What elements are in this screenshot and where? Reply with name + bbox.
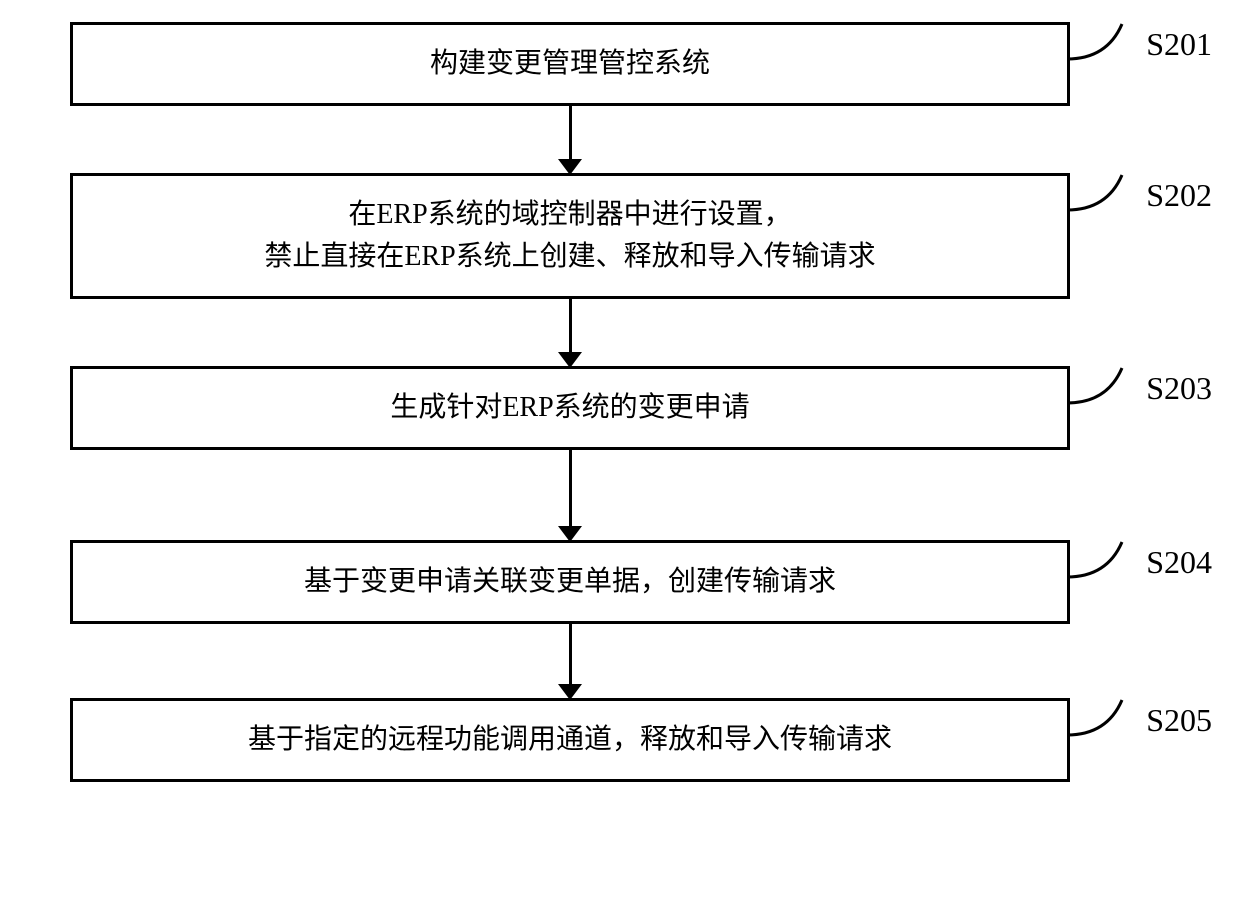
flowchart-step-2: 在ERP系统的域控制器中进行设置， 禁止直接在ERP系统上创建、释放和导入传输请… [70, 173, 1070, 299]
connector-1 [70, 106, 1070, 161]
step-label: S203 [1146, 364, 1212, 412]
step-text-line2: 禁止直接在ERP系统上创建、释放和导入传输请求 [264, 236, 875, 278]
connector-line [569, 624, 572, 686]
connector-line [569, 106, 572, 161]
label-connector-curve [1067, 170, 1137, 215]
flowchart-step-4: 基于变更申请关联变更单据，创建传输请求 S204 [70, 540, 1070, 624]
step-text: 基于指定的远程功能调用通道，释放和导入传输请求 [248, 719, 892, 761]
flowchart-step-1: 构建变更管理管控系统 S201 [70, 22, 1070, 106]
connector-2 [70, 299, 1070, 354]
flowchart-step-5: 基于指定的远程功能调用通道，释放和导入传输请求 S205 [70, 698, 1070, 782]
label-connector-curve [1067, 363, 1137, 408]
step-text: 生成针对ERP系统的变更申请 [390, 387, 749, 429]
step-label: S204 [1146, 538, 1212, 586]
step-text: 构建变更管理管控系统 [430, 43, 710, 85]
flowchart-step-3: 生成针对ERP系统的变更申请 S203 [70, 366, 1070, 450]
step-text-line1: 在ERP系统的域控制器中进行设置， [264, 194, 875, 236]
step-label: S202 [1146, 171, 1212, 219]
flowchart-container: 构建变更管理管控系统 S201 在ERP系统的域控制器中进行设置， 禁止直接在E… [70, 22, 1170, 782]
label-connector-curve [1067, 537, 1137, 582]
step-text-wrapper: 在ERP系统的域控制器中进行设置， 禁止直接在ERP系统上创建、释放和导入传输请… [264, 194, 875, 278]
connector-3 [70, 450, 1070, 528]
step-label: S205 [1146, 696, 1212, 744]
label-connector-curve [1067, 695, 1137, 740]
step-label: S201 [1146, 20, 1212, 68]
connector-line [569, 299, 572, 354]
label-connector-curve [1067, 19, 1137, 64]
connector-4 [70, 624, 1070, 686]
connector-line [569, 450, 572, 528]
step-text: 基于变更申请关联变更单据，创建传输请求 [304, 561, 836, 603]
